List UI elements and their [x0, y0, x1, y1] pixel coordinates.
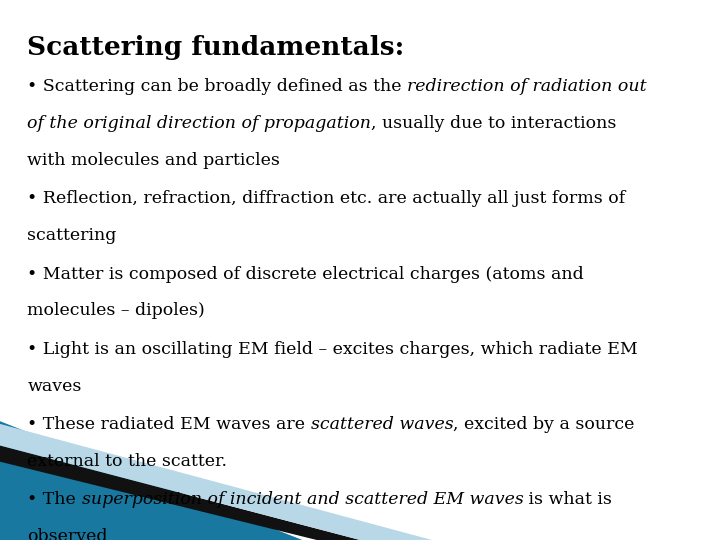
Polygon shape [0, 424, 432, 540]
Text: external to the scatter.: external to the scatter. [27, 453, 228, 470]
Polygon shape [0, 446, 360, 540]
Text: • Scattering can be broadly defined as the: • Scattering can be broadly defined as t… [27, 78, 408, 95]
Text: , usually due to interactions: , usually due to interactions [372, 115, 617, 132]
Text: molecules – dipoles): molecules – dipoles) [27, 302, 205, 319]
Text: waves: waves [27, 377, 82, 395]
Text: scattered waves: scattered waves [311, 416, 454, 433]
Text: • Reflection, refraction, diffraction etc. are actually all just forms of: • Reflection, refraction, diffraction et… [27, 190, 626, 207]
Text: with molecules and particles: with molecules and particles [27, 152, 280, 168]
Text: Scattering fundamentals:: Scattering fundamentals: [27, 35, 405, 60]
Text: is what is: is what is [523, 491, 612, 508]
Text: • These radiated EM waves are: • These radiated EM waves are [27, 416, 311, 433]
Text: • The: • The [27, 491, 81, 508]
Text: observed: observed [27, 528, 108, 540]
Polygon shape [0, 421, 302, 540]
Text: • Matter is composed of discrete electrical charges (atoms and: • Matter is composed of discrete electri… [27, 266, 584, 282]
Text: superposition of incident and scattered EM waves: superposition of incident and scattered … [81, 491, 523, 508]
Text: of the original direction of propagation: of the original direction of propagation [27, 115, 372, 132]
Text: • Light is an oscillating EM field – excites charges, which radiate EM: • Light is an oscillating EM field – exc… [27, 341, 638, 358]
Text: , excited by a source: , excited by a source [454, 416, 635, 433]
Text: redirection of radiation out: redirection of radiation out [408, 78, 647, 95]
Text: scattering: scattering [27, 227, 117, 244]
